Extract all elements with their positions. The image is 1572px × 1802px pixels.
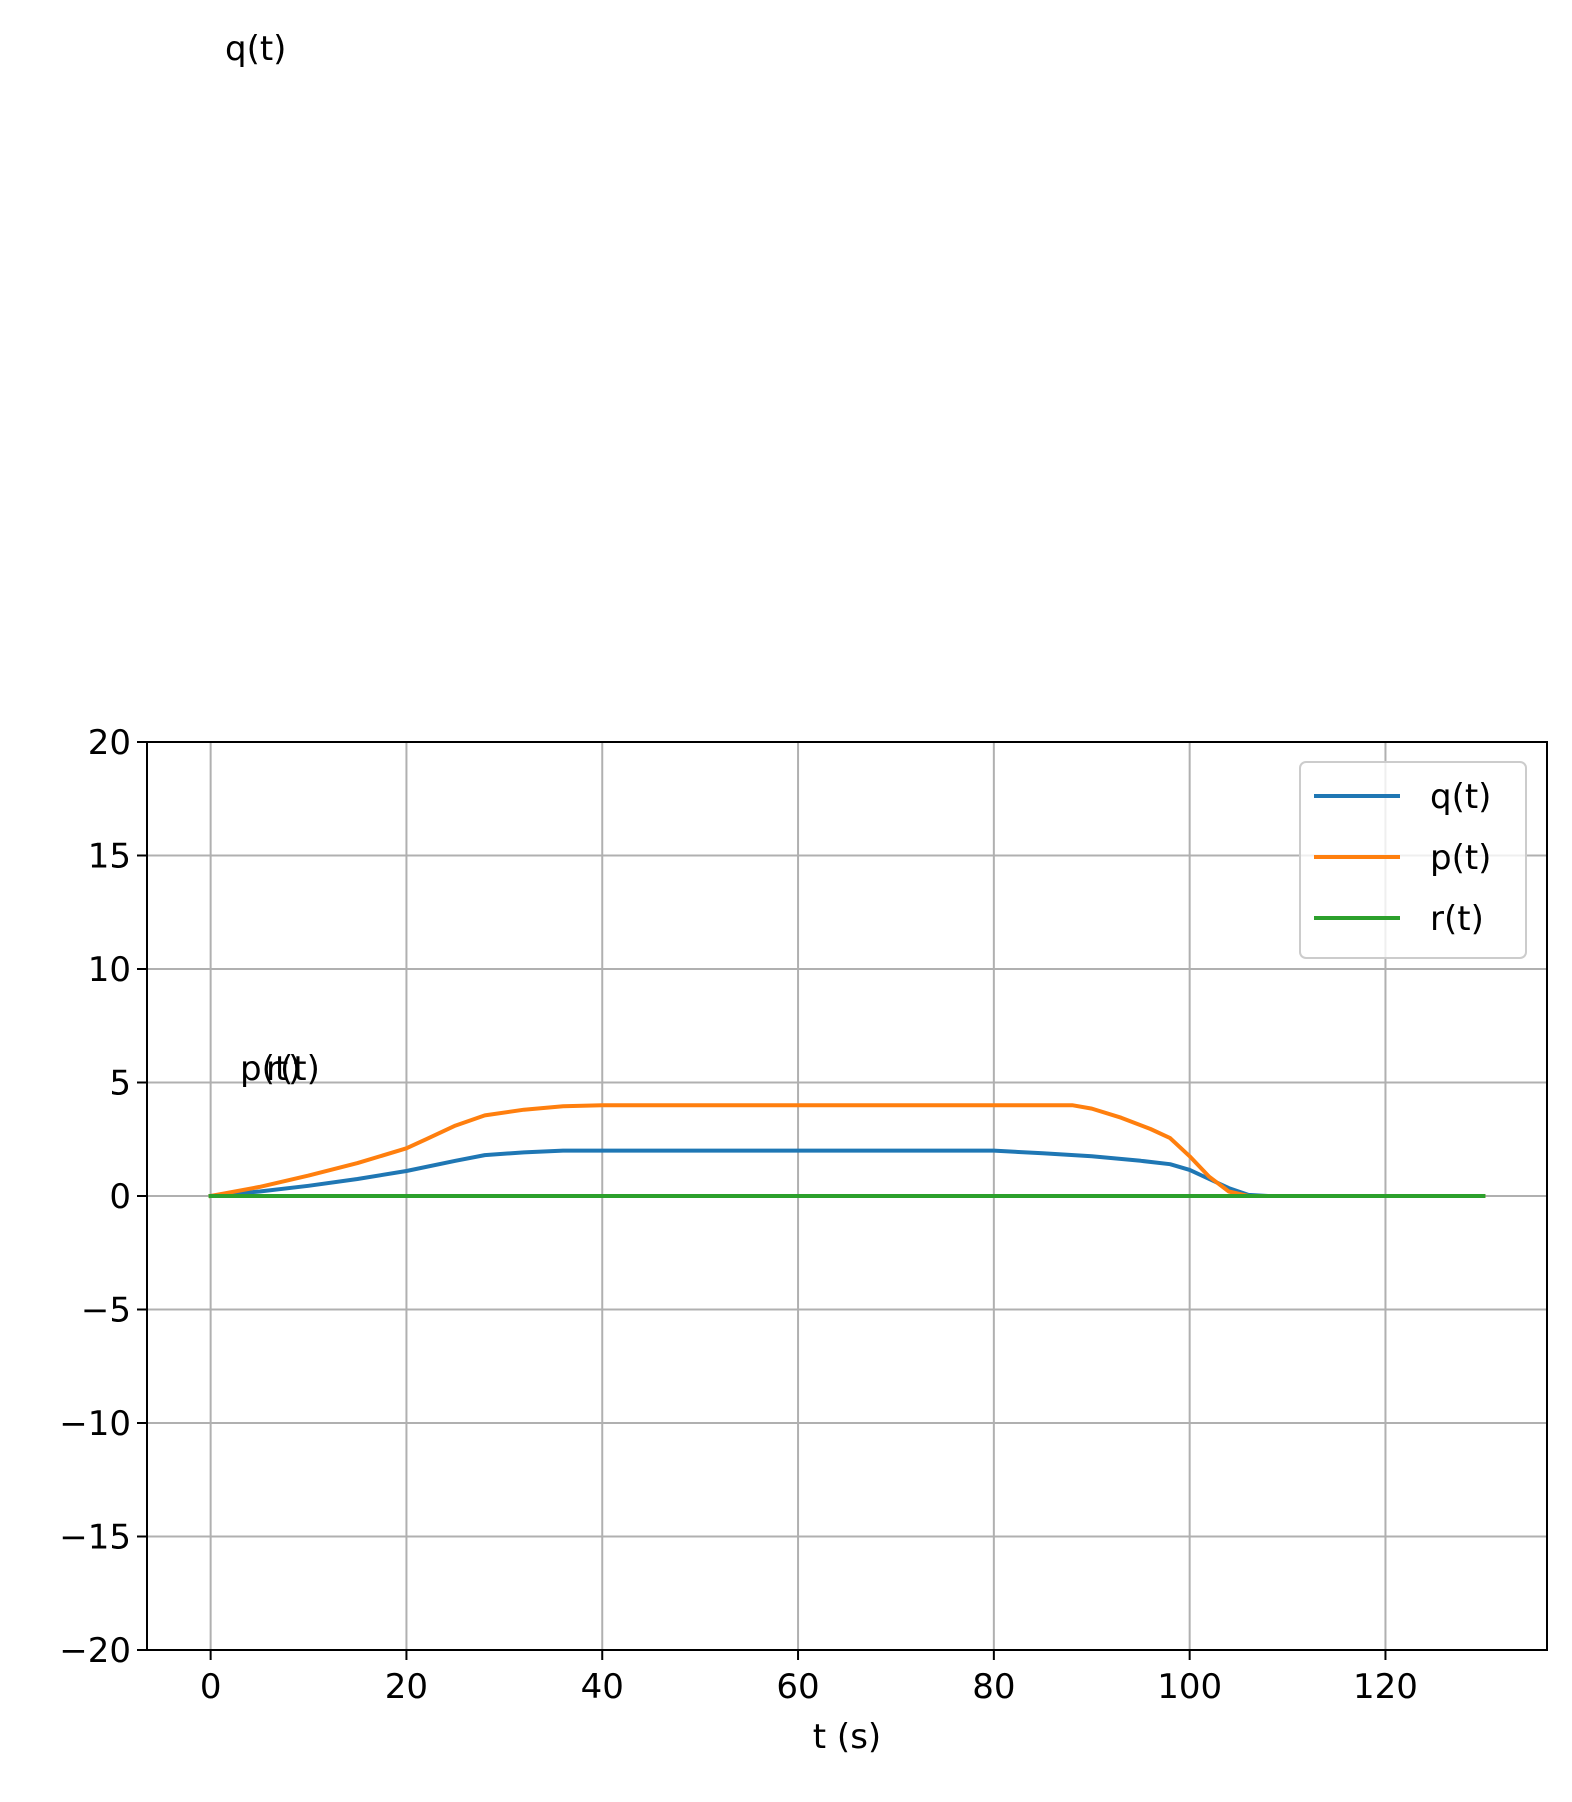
y-axis-ticks: −20 −15 −10 −5 0 5 10 15 20 <box>59 723 147 1671</box>
annotations: q(t) p(t)r(t) <box>225 29 320 1089</box>
y-tick-label: 5 <box>109 1064 131 1104</box>
annotation-label: p(t) <box>240 1049 301 1089</box>
y-tick-label: −20 <box>59 1631 131 1671</box>
series-lines <box>208 1103 1486 1199</box>
series-line <box>208 1148 1486 1199</box>
legend-label: q(t) <box>1430 777 1491 817</box>
y-tick-label: −15 <box>59 1518 131 1558</box>
legend-label: r(t) <box>1430 899 1484 939</box>
x-tick-label: 60 <box>776 1667 819 1707</box>
y-tick-label: −10 <box>59 1404 131 1444</box>
y-tick-label: 10 <box>88 950 131 990</box>
x-tick-label: 40 <box>581 1667 624 1707</box>
x-tick-label: 120 <box>1353 1667 1418 1707</box>
x-tick-label: 0 <box>200 1667 222 1707</box>
x-axis-ticks: 0 20 40 60 80 100 120 <box>200 1650 1418 1707</box>
y-tick-label: 15 <box>88 837 131 877</box>
annotation-label: r(t) <box>266 1049 320 1089</box>
x-tick-label: 80 <box>972 1667 1015 1707</box>
x-tick-label: 20 <box>385 1667 428 1707</box>
legend: q(t) p(t) r(t) <box>1299 761 1527 959</box>
x-tick-label: 100 <box>1157 1667 1222 1707</box>
legend-label: p(t) <box>1430 838 1491 878</box>
series-line <box>208 1103 1486 1199</box>
legend-box <box>1299 761 1527 959</box>
annotation-label: q(t) <box>225 29 286 69</box>
y-tick-label: 0 <box>109 1177 131 1217</box>
y-tick-label: 20 <box>88 723 131 763</box>
y-tick-label: −5 <box>81 1291 131 1331</box>
x-axis-label: t (s) <box>813 1717 881 1757</box>
